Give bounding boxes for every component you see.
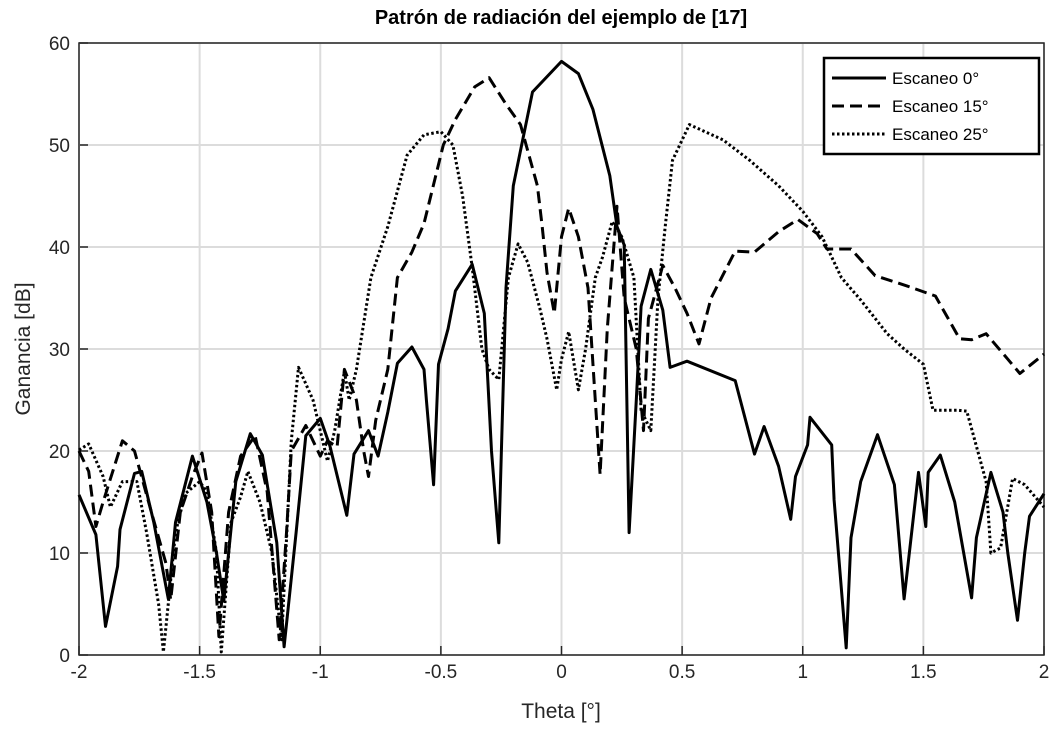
x-tick-label: -0.5 xyxy=(425,662,458,683)
y-tick-label: 10 xyxy=(49,544,70,565)
x-tick-label: -1.5 xyxy=(183,662,216,683)
x-tick-label: -2 xyxy=(71,662,88,683)
legend-label: Escaneo 0° xyxy=(892,69,979,88)
x-tick-label: 1 xyxy=(797,662,808,683)
series-line xyxy=(78,123,1046,654)
y-tick-label: 60 xyxy=(49,34,70,55)
y-axis-label: Ganancia [dB] xyxy=(12,282,35,415)
chart-title: Patrón de radiación del ejemplo de [17] xyxy=(375,7,747,29)
legend-label: Escaneo 25° xyxy=(892,125,989,144)
series-line xyxy=(77,76,1045,642)
y-tick-label: 30 xyxy=(49,340,70,361)
legend-label: Escaneo 15° xyxy=(892,97,989,116)
x-tick-label: -1 xyxy=(312,662,329,683)
y-tick-label: 50 xyxy=(49,136,70,157)
x-tick-label: 2 xyxy=(1039,662,1050,683)
x-tick-label: 1.5 xyxy=(910,662,936,683)
plot-frame xyxy=(78,42,1045,656)
x-tick-label: 0 xyxy=(556,662,567,683)
y-tick-label: 20 xyxy=(49,442,70,463)
y-tick-label: 40 xyxy=(49,238,70,259)
y-tick-label: 0 xyxy=(59,646,70,667)
x-tick-label: 0.5 xyxy=(669,662,695,683)
x-axis-label: Theta [°] xyxy=(521,700,601,723)
